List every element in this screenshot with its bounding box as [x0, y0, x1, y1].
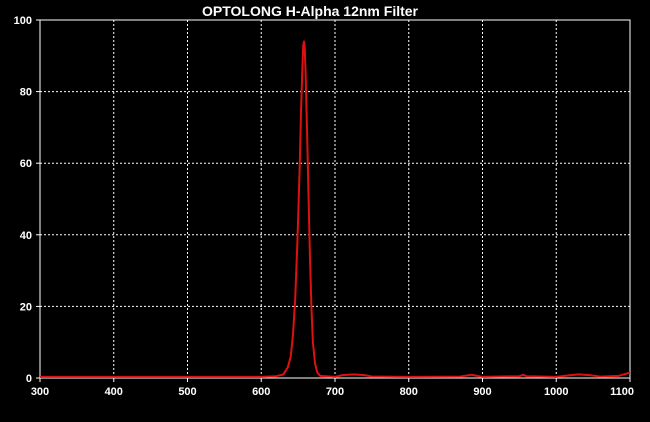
y-tick-label: 100	[14, 15, 32, 27]
transmission-curve	[40, 40, 631, 378]
x-tick-label: 600	[252, 386, 270, 398]
y-tick-label: 0	[26, 373, 32, 385]
x-tick-label: 400	[105, 386, 123, 398]
y-tick-label: 60	[20, 158, 32, 170]
x-tick-label: 800	[400, 386, 418, 398]
x-tick-label: 1000	[544, 386, 568, 398]
chart-title: OPTOLONG H-Alpha 12nm Filter	[202, 3, 419, 19]
x-tick-label: 900	[473, 386, 491, 398]
x-tick-label: 700	[326, 386, 344, 398]
x-axis-ticks: 300 400 500 600 700 800 900 1000 1100	[31, 378, 634, 398]
x-tick-label: 300	[31, 386, 49, 398]
y-tick-label: 40	[20, 230, 32, 242]
y-axis-ticks: 0 20 40 60 80 100	[14, 15, 40, 385]
x-tick-label: 1100	[610, 386, 634, 398]
x-tick-label: 500	[178, 386, 196, 398]
y-tick-label: 80	[20, 87, 32, 99]
y-tick-label: 20	[20, 301, 32, 313]
